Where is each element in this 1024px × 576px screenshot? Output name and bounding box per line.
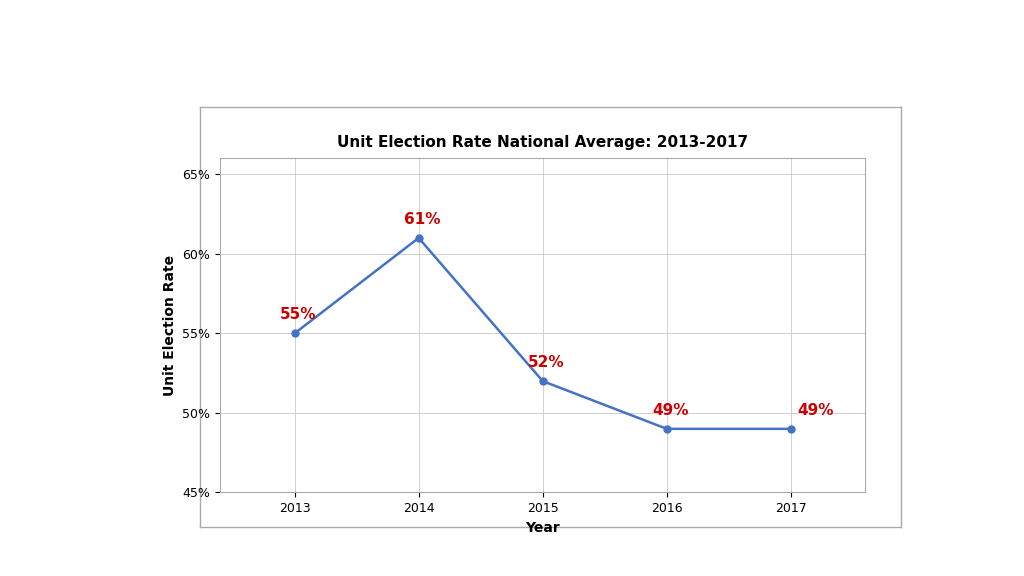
Text: 61%: 61% <box>403 212 440 227</box>
Text: Unit Election Rate Averages: Unit Election Rate Averages <box>31 48 532 82</box>
Text: 49%: 49% <box>652 403 688 418</box>
Y-axis label: Unit Election Rate: Unit Election Rate <box>163 255 177 396</box>
Text: 55%: 55% <box>280 307 316 322</box>
Text: 49%: 49% <box>797 403 834 418</box>
Text: 52%: 52% <box>527 355 564 370</box>
X-axis label: Year: Year <box>525 521 560 535</box>
Title: Unit Election Rate National Average: 2013-2017: Unit Election Rate National Average: 201… <box>337 135 749 150</box>
